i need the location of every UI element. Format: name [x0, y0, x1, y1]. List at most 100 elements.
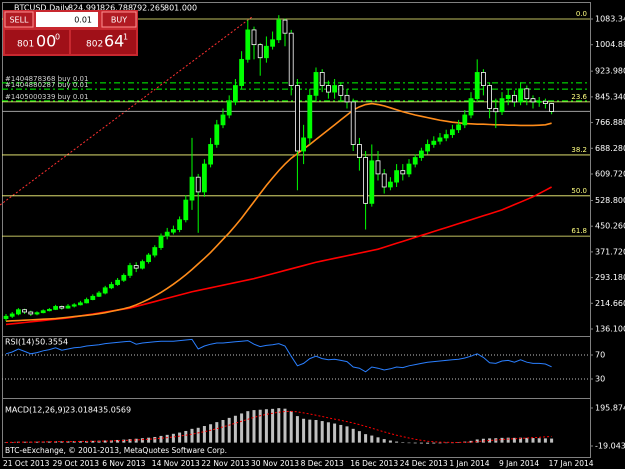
- macd-bar: [488, 438, 492, 443]
- buy-label[interactable]: BUY: [111, 16, 127, 25]
- candle-body: [183, 199, 189, 221]
- macd-bar: [426, 442, 430, 444]
- candle-body: [214, 124, 220, 145]
- candle-body: [400, 170, 406, 175]
- macd-bar: [438, 442, 442, 444]
- macd-bar: [525, 437, 529, 443]
- candle-body: [456, 124, 462, 131]
- x-tick-label: 16 Dec 2013: [350, 459, 398, 468]
- candle-body: [294, 85, 300, 152]
- candle-body: [263, 45, 269, 59]
- x-tick-label: 17 Jan 2014: [549, 459, 594, 468]
- candle-body: [195, 176, 201, 193]
- lot-input[interactable]: [36, 12, 98, 27]
- macd-bar: [153, 436, 157, 443]
- candle-body: [369, 160, 375, 204]
- x-tick-label: 8 Dec 2013: [301, 459, 344, 468]
- candle-body: [220, 114, 226, 126]
- candle-body: [394, 170, 400, 183]
- candle-body: [177, 219, 183, 230]
- macd-bar: [184, 430, 188, 443]
- macd-bar: [165, 434, 169, 443]
- bid-point: 0: [55, 33, 60, 42]
- x-tick-label: 1 Jan 2014: [449, 459, 489, 468]
- candle-body: [15, 309, 21, 315]
- fib-label: 38.2: [571, 146, 587, 154]
- macd-bar: [227, 417, 231, 443]
- candle-body: [468, 98, 474, 116]
- macd-bar: [240, 413, 244, 443]
- candle-body: [9, 313, 15, 317]
- macd-bar: [345, 426, 349, 443]
- fib-label: 50.0: [571, 187, 587, 195]
- macd-bar: [140, 438, 144, 443]
- candle-body: [226, 101, 232, 116]
- y-tick-label: 30: [595, 375, 605, 384]
- macd-bar: [246, 411, 250, 443]
- candle-body: [201, 163, 207, 193]
- candle-body: [443, 134, 449, 139]
- candle-body: [239, 58, 245, 86]
- macd-bar: [159, 435, 163, 443]
- candle-body: [84, 299, 89, 304]
- candle-body: [189, 176, 195, 201]
- candle-body: [381, 173, 387, 188]
- macd-bar: [271, 408, 275, 443]
- candle-body: [406, 163, 412, 175]
- macd-bar: [314, 420, 318, 443]
- candle-body: [121, 274, 127, 281]
- macd-bar: [388, 440, 392, 443]
- candle-body: [232, 85, 238, 103]
- ask-box[interactable]: [71, 30, 136, 54]
- buy-button[interactable]: [101, 11, 137, 28]
- macd-bar: [78, 441, 82, 443]
- macd-value: 23.0184: [65, 406, 98, 415]
- macd-bar: [543, 438, 547, 443]
- macd-bar: [320, 421, 324, 443]
- candle-body: [251, 29, 257, 46]
- macd-bar: [109, 440, 113, 443]
- candle-body: [375, 160, 381, 175]
- candle-body: [338, 85, 344, 96]
- candle-body: [462, 114, 468, 126]
- candle-body: [325, 85, 331, 93]
- sell-button[interactable]: [4, 11, 34, 28]
- macd-bar: [171, 433, 175, 443]
- macd-bar: [116, 439, 120, 443]
- lot-value[interactable]: 0.01: [74, 16, 92, 25]
- macd-bar: [326, 422, 330, 443]
- candle-body: [170, 229, 176, 233]
- rsi-line: [5, 338, 552, 373]
- macd-bar: [401, 442, 405, 443]
- candle-body: [40, 310, 46, 314]
- y-tick-label: 214.660: [595, 299, 625, 308]
- ask-pips: 64: [104, 32, 124, 51]
- candle-body: [431, 140, 437, 145]
- bid-box[interactable]: [5, 30, 69, 54]
- x-tick-label: 9 Jan 2014: [499, 459, 539, 468]
- macd-bar: [395, 441, 399, 443]
- macd-bar: [277, 408, 281, 443]
- candle-body: [65, 305, 71, 309]
- candle-body: [549, 103, 554, 112]
- symbol-title: BTCUSD,Daily: [14, 4, 70, 13]
- macd-bar: [134, 438, 138, 443]
- sell-label[interactable]: SELL: [9, 16, 29, 25]
- frame: [2, 2, 591, 458]
- macd-bar: [295, 416, 299, 443]
- plot-layer: 1083.340 1004.880 923.980 845.340 766.880 688…: [2, 10, 625, 468]
- macd-bar: [60, 441, 64, 443]
- candle-body: [536, 100, 542, 103]
- candle-body: [71, 304, 77, 307]
- x-tick-label: 14 Nov 2013: [152, 459, 200, 468]
- macd-bar: [537, 438, 541, 443]
- y-tick-label: -19.0434: [595, 442, 625, 451]
- candle-body: [3, 315, 9, 319]
- candle-body: [109, 284, 114, 289]
- candle-body: [28, 311, 34, 315]
- candle-body: [78, 302, 83, 306]
- candle-body: [245, 29, 251, 60]
- candle-body: [332, 85, 338, 93]
- macd-bar: [221, 420, 225, 443]
